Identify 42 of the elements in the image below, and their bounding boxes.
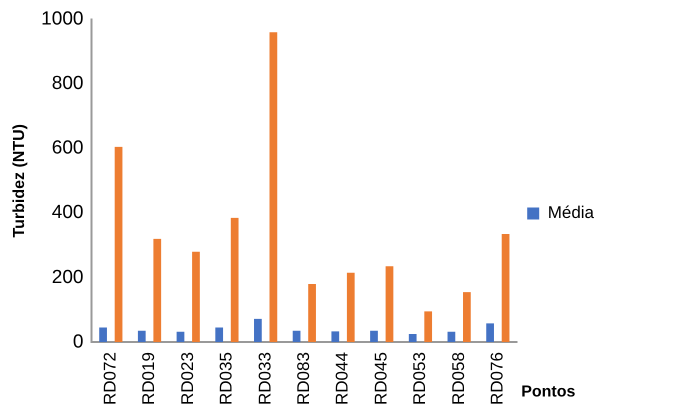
bar	[138, 330, 146, 342]
x-tick-label: RD019	[139, 352, 158, 406]
x-tick-label: RD033	[255, 352, 274, 406]
x-axis-title: Pontos	[521, 383, 576, 400]
x-tick-label: RD044	[332, 352, 352, 406]
bar	[408, 334, 417, 342]
bar	[254, 318, 262, 342]
bar	[308, 284, 316, 342]
bar	[502, 234, 510, 342]
bar	[486, 323, 494, 342]
bar	[448, 332, 456, 342]
bar	[386, 266, 394, 342]
bar	[292, 330, 300, 342]
x-tick-label: RD072	[100, 352, 120, 406]
x-tick-label: RD083	[294, 352, 314, 406]
x-tick-label: RD023	[178, 352, 197, 406]
bar	[215, 328, 224, 342]
bar	[176, 332, 184, 342]
bar	[270, 32, 278, 342]
y-tick-label: 0	[72, 331, 84, 352]
y-tick-label: 600	[52, 138, 84, 159]
x-tick-label: RD035	[216, 352, 236, 406]
x-tick-label: RD053	[410, 352, 430, 406]
bar	[331, 331, 340, 342]
x-tick-label: RD058	[448, 352, 468, 406]
bar	[230, 218, 239, 342]
bar	[99, 328, 107, 342]
y-tick-label: 200	[52, 266, 84, 288]
bar	[424, 311, 432, 342]
y-tick-label: 400	[52, 202, 84, 224]
bar	[114, 146, 122, 342]
legend-label: Média	[548, 203, 595, 222]
bar	[346, 272, 355, 342]
bar	[192, 252, 200, 342]
y-axis-title: Turbidez (NTU)	[11, 124, 28, 238]
bar	[463, 292, 471, 342]
x-tick-label: RD076	[488, 352, 507, 406]
y-tick-label: 1000	[41, 8, 84, 30]
bar	[370, 330, 378, 342]
y-tick-label: 800	[52, 73, 84, 94]
x-tick-label: RD045	[371, 352, 390, 406]
bar	[153, 238, 162, 342]
